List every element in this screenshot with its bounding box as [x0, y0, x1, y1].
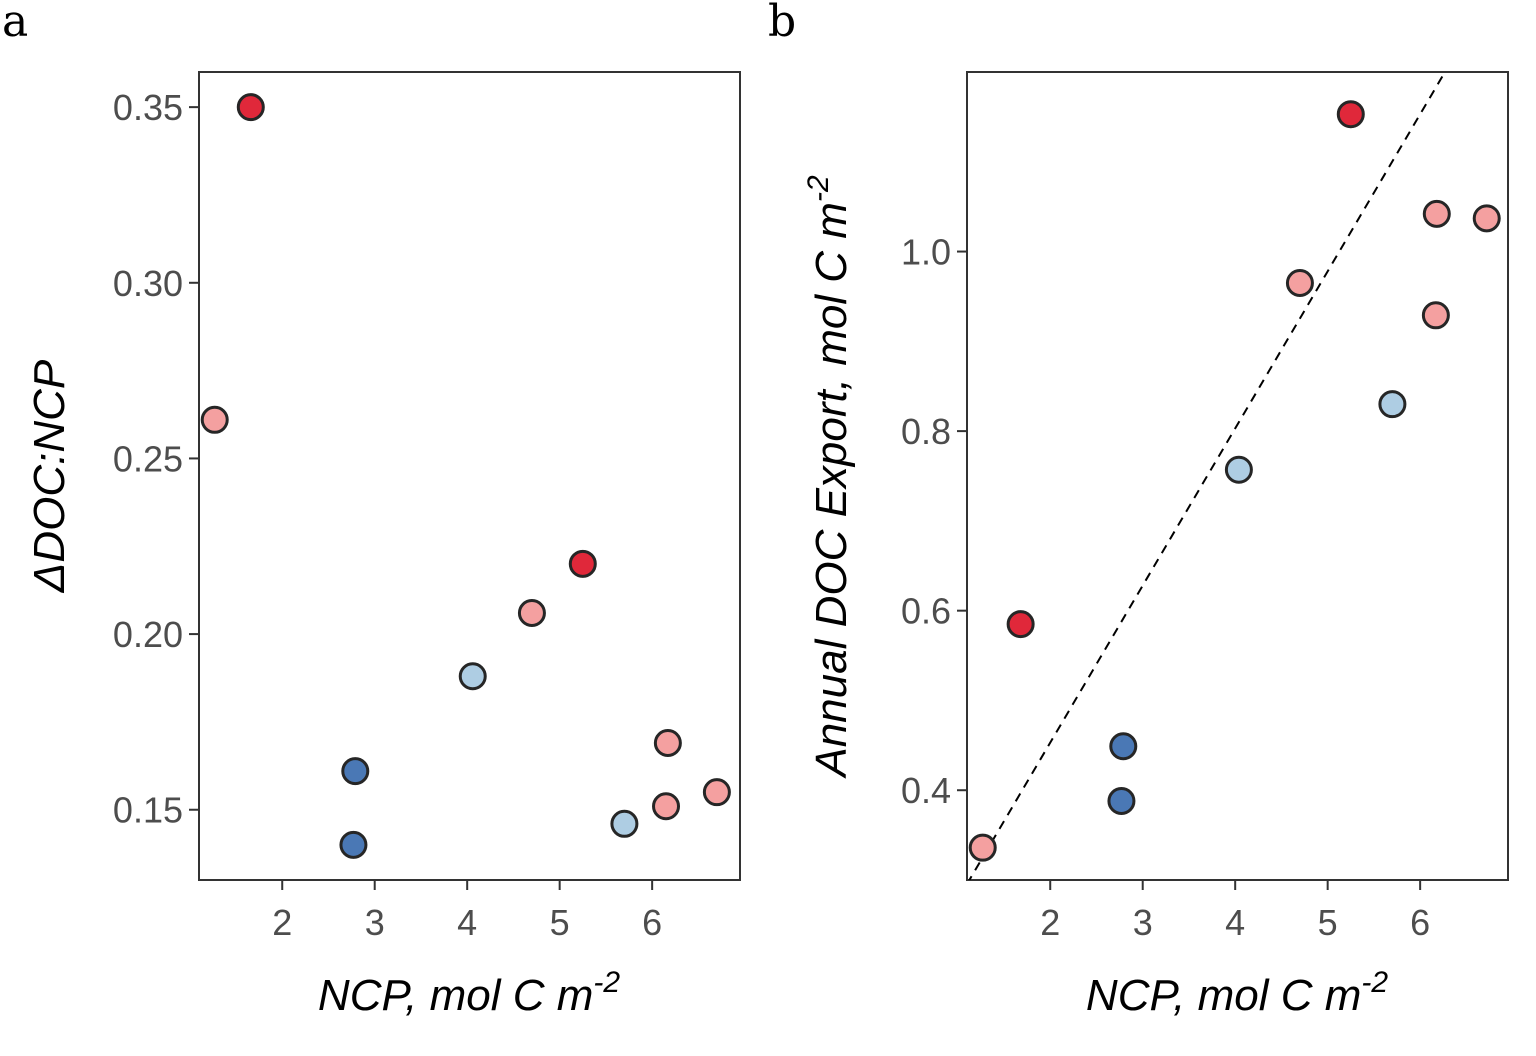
panel-a-plot-frame: [198, 71, 741, 881]
panel-a-x-tick-label-6: 6: [642, 902, 662, 943]
panel-a-y-tick-label-0.30: 0.30: [113, 263, 183, 304]
panel-b-x-axis-title-sup: -2: [1361, 966, 1388, 999]
panel-b-x-tick-label-6: 6: [1410, 902, 1430, 943]
panel-b-data-point-3: [1107, 786, 1136, 815]
panel-b-y-tick-label-1.0: 1.0: [901, 232, 951, 273]
panel-a-x-axis-title-sup: -2: [593, 966, 620, 999]
panel-a-data-point-11: [702, 778, 731, 807]
panel-b: b 2 3 4 5 60.40.60.81.0 NCP, mol C m-2 Annua…: [768, 0, 1509, 1020]
panel-b-x-tick-label-2: 2: [1040, 902, 1060, 943]
panel-b-x-axis-title: NCP, mol C m-2: [1086, 966, 1388, 1020]
panel-b-dashed-reference-line: [968, 72, 1447, 880]
panel-a-data-point-4: [341, 757, 370, 786]
panel-a-x-tick-label-4: 4: [457, 902, 477, 943]
panel-a-y-tick-label-0.15: 0.15: [113, 790, 183, 831]
panel-b-reference-line-group: [968, 72, 1447, 880]
panel-a-y-tick-label-0.20: 0.20: [113, 614, 183, 655]
panel-a-x-tick-label-5: 5: [550, 902, 570, 943]
panel-a-data-point-6: [517, 599, 546, 628]
panel-a-x-axis-title: NCP, mol C m-2: [318, 966, 620, 1020]
panel-a-y-axis-title: ΔDOC:NCP: [25, 359, 74, 593]
panel-b-data-point-1: [968, 833, 997, 862]
panel-b-y-tick-label-0.4: 0.4: [901, 770, 951, 811]
panel-a-y-tick-label-0.25: 0.25: [113, 438, 183, 479]
panel-a-y-axis-title-text: ΔDOC:NCP: [25, 359, 74, 593]
panel-b-y-axis-title-sup: -2: [802, 175, 835, 202]
panel-b-y-axis-title-text: Annual DOC Export, mol C m: [807, 202, 856, 780]
panel-b-plot-frame: [966, 71, 1509, 881]
panel-b-data-point-9: [1421, 301, 1450, 330]
panel-a-data-point-8: [610, 809, 639, 838]
panel-b-letter: b: [768, 0, 796, 47]
panel-a: a 2 3 4 5 6 0.15 0.20 0.25 0.30 0.35 NCP, mol C m…: [2, 0, 741, 1020]
panel-b-data-point-4: [1109, 732, 1138, 761]
panel-a-data-point-9: [652, 792, 681, 821]
panel-b-data-point-8: [1378, 390, 1407, 419]
panel-a-data-point-7: [568, 549, 597, 578]
panel-a-points: [200, 93, 731, 859]
panel-a-data-point-2: [236, 93, 265, 122]
panel-a-data-point-10: [653, 728, 682, 757]
panel-a-x-tick-label-3: 3: [365, 902, 385, 943]
panel-b-points: [968, 100, 1501, 862]
panel-b-y-tick-label-0.6: 0.6: [901, 591, 951, 632]
panel-a-letter: a: [2, 0, 28, 47]
panel-a-data-point-5: [458, 662, 487, 691]
panel-b-y-axis-title: Annual DOC Export, mol C m-2: [802, 175, 856, 780]
panel-b-data-point-11: [1472, 204, 1501, 233]
panel-b-x-tick-label-4: 4: [1225, 902, 1245, 943]
panel-b-x-tick-label-3: 3: [1133, 902, 1153, 943]
panel-a-x-tick-label-2: 2: [272, 902, 292, 943]
panel-b-x-axis-title-text: NCP, mol C m: [1086, 971, 1361, 1020]
panel-b-data-point-10: [1422, 199, 1451, 228]
panel-a-data-point-3: [339, 830, 368, 859]
panel-a-ticks: 2 3 4 5 6 0.15 0.20 0.25 0.30 0.35: [113, 87, 662, 943]
panel-b-data-point-5: [1224, 455, 1253, 484]
panel-b-data-point-6: [1285, 268, 1314, 297]
panel-b-data-point-7: [1336, 100, 1365, 129]
panel-a-y-tick-label-0.35: 0.35: [113, 87, 183, 128]
panel-a-x-axis-title-text: NCP, mol C m: [318, 971, 593, 1020]
panel-b-y-tick-label-0.8: 0.8: [901, 411, 951, 452]
panel-b-x-tick-label-5: 5: [1318, 902, 1338, 943]
panel-a-data-point-1: [200, 405, 229, 434]
panel-b-ticks: 2 3 4 5 6 0.4 0.6 0.8 1.0: [901, 232, 1430, 943]
panel-b-data-point-2: [1006, 610, 1035, 639]
